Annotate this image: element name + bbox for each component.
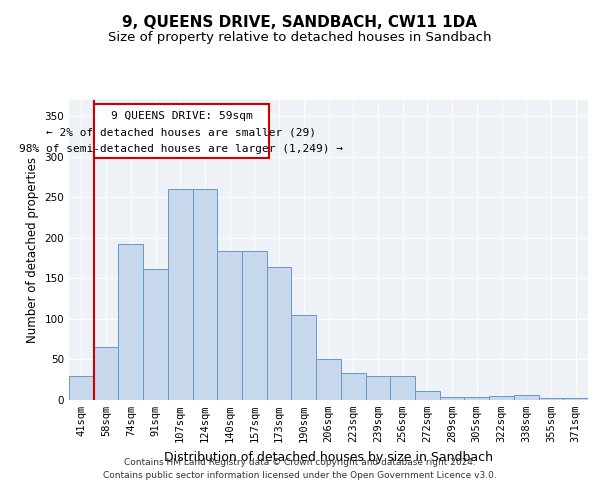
Bar — [94, 348, 118, 400]
Bar — [390, 376, 415, 400]
Bar — [563, 398, 588, 400]
X-axis label: Distribution of detached houses by size in Sandbach: Distribution of detached houses by size … — [164, 450, 493, 464]
Bar — [193, 189, 217, 400]
Bar — [489, 396, 514, 400]
Bar — [242, 251, 267, 400]
Bar — [539, 398, 563, 400]
Bar — [118, 244, 143, 400]
Bar — [143, 268, 168, 400]
Text: Size of property relative to detached houses in Sandbach: Size of property relative to detached ho… — [108, 31, 492, 44]
Text: 9, QUEENS DRIVE, SANDBACH, CW11 1DA: 9, QUEENS DRIVE, SANDBACH, CW11 1DA — [122, 15, 478, 30]
Bar — [365, 376, 390, 400]
FancyBboxPatch shape — [94, 104, 269, 158]
Bar — [292, 315, 316, 400]
Text: 98% of semi-detached houses are larger (1,249) →: 98% of semi-detached houses are larger (… — [19, 144, 343, 154]
Bar — [514, 395, 539, 400]
Text: ← 2% of detached houses are smaller (29): ← 2% of detached houses are smaller (29) — [46, 128, 316, 138]
Bar — [316, 360, 341, 400]
Bar — [415, 391, 440, 400]
Bar — [217, 251, 242, 400]
Bar — [440, 397, 464, 400]
Text: 9 QUEENS DRIVE: 59sqm: 9 QUEENS DRIVE: 59sqm — [110, 111, 253, 121]
Bar — [69, 376, 94, 400]
Bar — [168, 189, 193, 400]
Bar — [267, 267, 292, 400]
Y-axis label: Number of detached properties: Number of detached properties — [26, 157, 39, 343]
Text: Contains HM Land Registry data © Crown copyright and database right 2024.: Contains HM Land Registry data © Crown c… — [124, 458, 476, 467]
Bar — [464, 397, 489, 400]
Bar — [341, 373, 365, 400]
Text: Contains public sector information licensed under the Open Government Licence v3: Contains public sector information licen… — [103, 472, 497, 480]
